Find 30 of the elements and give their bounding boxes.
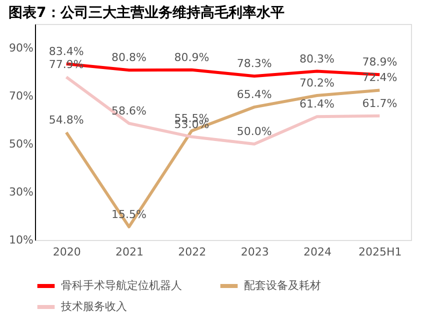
chart-title: 图表7：公司三大主营业务维持高毛利率水平	[8, 4, 284, 21]
data-label: 72.4%	[362, 71, 398, 84]
data-label: 61.4%	[300, 98, 334, 111]
x-tick-label: 2025H1	[358, 246, 402, 258]
data-label: 80.9%	[174, 50, 210, 64]
data-label: 77.9%	[48, 58, 84, 72]
data-label: 50.0%	[236, 125, 272, 138]
data-label: 80.8%	[112, 51, 146, 64]
y-tick-label: 70%	[9, 90, 34, 102]
legend-label: 技术服务收入	[60, 300, 127, 313]
y-tick-label: 50%	[9, 138, 34, 150]
data-label: 78.3%	[236, 57, 272, 70]
data-label: 65.4%	[236, 88, 272, 102]
data-label: 54.8%	[48, 113, 84, 126]
y-tick-label: 30%	[9, 186, 34, 198]
data-label: 70.2%	[300, 76, 334, 90]
x-tick-label: 2022	[178, 246, 206, 258]
y-tick-label: 90%	[9, 42, 34, 54]
legend-label: 配套设备及耗材	[244, 279, 321, 292]
x-tick-label: 2024	[304, 246, 332, 258]
y-tick-label: 10%	[9, 234, 34, 246]
x-tick-label: 2023	[240, 246, 269, 258]
data-label: 58.6%	[112, 104, 146, 118]
data-label: 61.7%	[362, 96, 398, 110]
x-tick-label: 2020	[52, 246, 81, 258]
data-label: 78.9%	[362, 56, 398, 69]
data-label: 83.4%	[48, 44, 84, 58]
x-tick-label: 2021	[116, 246, 144, 258]
legend-label: 骨科手术导航定位机器人	[61, 279, 182, 292]
data-label: 80.3%	[300, 52, 334, 66]
